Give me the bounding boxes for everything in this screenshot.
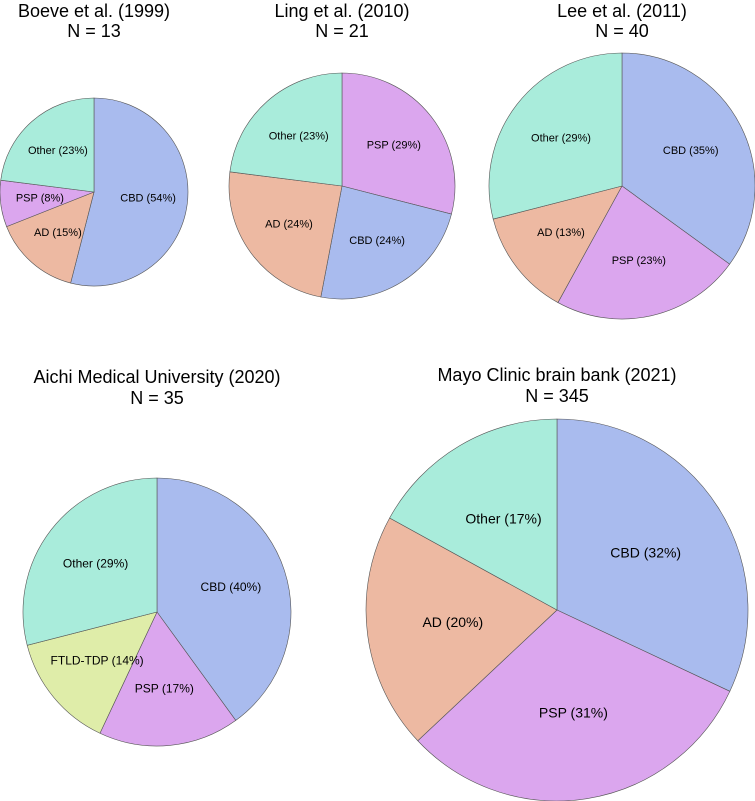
slice-label-other: Other (23%) <box>269 131 329 143</box>
slice-label-ftld-tdp: FTLD-TDP (14%) <box>51 654 144 668</box>
pie-slice-psp <box>341 72 456 215</box>
chart-subtitle: N = 35 <box>130 388 184 408</box>
slice-label-ad: AD (20%) <box>422 614 483 630</box>
pie-chart-3: Lee et al. (2011)N = 40 CBD (35%) PSP (23%… <box>488 1 755 320</box>
slice-label-other: Other (23%) <box>28 145 88 157</box>
slice-label-ad: AD (15%) <box>34 227 82 239</box>
pie-slice-ad <box>365 517 558 742</box>
slice-label-other: Other (29%) <box>63 557 128 571</box>
slice-label-ad: AD (13%) <box>537 227 585 239</box>
pie-chart-1: Boeve et al. (1999)N = 13 CBD (54%) AD (15… <box>0 1 189 287</box>
pie-slice-ftld-tdp <box>26 611 158 734</box>
chart-title: Lee et al. (2011) <box>557 1 687 21</box>
slice-label-psp: PSP (17%) <box>135 682 194 696</box>
chart-subtitle: N = 40 <box>595 21 649 41</box>
slice-label-cbd: CBD (24%) <box>349 235 405 247</box>
slice-label-cbd: CBD (32%) <box>610 544 681 560</box>
chart-title: Boeve et al. (1999) <box>18 1 170 21</box>
chart-subtitle: N = 21 <box>315 21 369 41</box>
pie-slice-cbd <box>621 52 755 265</box>
pie-slice-other <box>0 97 95 193</box>
chart-title: Ling et al. (2010) <box>274 1 409 21</box>
chart-title: Aichi Medical University (2020) <box>33 367 280 387</box>
pie-slice-psp <box>417 609 731 801</box>
slice-label-psp: PSP (8%) <box>16 193 64 205</box>
slice-label-cbd: CBD (40%) <box>201 580 262 594</box>
slice-label-psp: PSP (31%) <box>539 705 608 721</box>
pie-slice-ad <box>6 191 95 284</box>
slice-label-cbd: CBD (54%) <box>120 193 176 205</box>
pie-slice-other <box>488 52 623 220</box>
pie-slice-other <box>22 477 158 646</box>
pie-slice-other <box>389 418 558 611</box>
chart-subtitle: N = 345 <box>525 386 589 406</box>
slice-label-other: Other (29%) <box>531 133 591 145</box>
pie-slice-cbd <box>556 418 749 692</box>
pie-slice-ad <box>228 171 343 298</box>
chart-title: Mayo Clinic brain bank (2021) <box>437 365 676 385</box>
slice-label-psp: PSP (29%) <box>367 140 421 152</box>
chart-subtitle: N = 13 <box>67 21 121 41</box>
slice-label-other: Other (17%) <box>465 510 541 526</box>
pie-slice-psp <box>557 185 731 320</box>
slice-label-ad: AD (24%) <box>265 218 313 230</box>
pie-chart-5: Mayo Clinic brain bank (2021)N = 345 CBD … <box>365 365 749 801</box>
pie-slice-psp <box>99 611 237 747</box>
slice-label-cbd: CBD (35%) <box>663 145 719 157</box>
pie-slice-cbd <box>320 185 452 300</box>
pie-chart-2: Ling et al. (2010)N = 21 PSP (29%) CBD (24… <box>228 1 456 300</box>
pie-slice-other <box>229 72 343 187</box>
pie-slice-cbd <box>156 477 292 721</box>
slice-label-psp: PSP (23%) <box>612 255 666 267</box>
pie-slice-ad <box>492 185 623 303</box>
pie-slice-cbd <box>70 97 189 287</box>
pie-chart-4: Aichi Medical University (2020)N = 35 CBD… <box>22 367 292 747</box>
